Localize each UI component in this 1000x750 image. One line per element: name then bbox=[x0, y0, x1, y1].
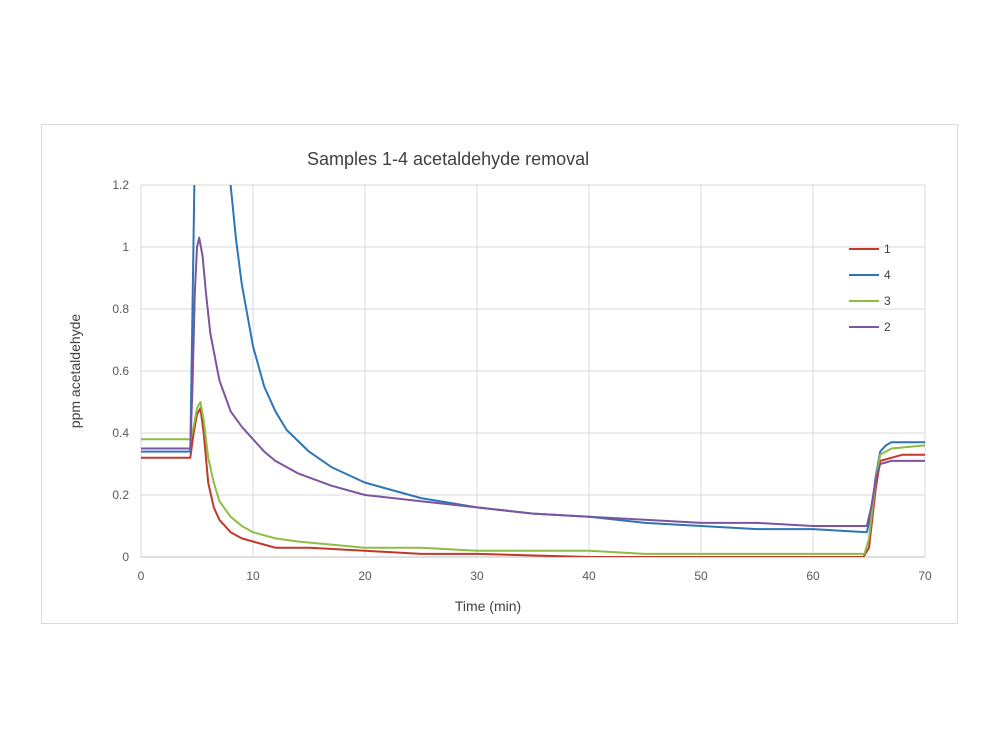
x-tick-label: 20 bbox=[358, 569, 372, 583]
x-tick-label: 10 bbox=[246, 569, 260, 583]
line-chart: Samples 1-4 acetaldehyde removal 0 0.2 0.4… bbox=[67, 149, 932, 614]
x-tick-label: 40 bbox=[582, 569, 596, 583]
series-line-1 bbox=[141, 407, 925, 557]
y-axis-ticks: 0 0.2 0.4 0.6 0.8 1 1.2 bbox=[112, 178, 129, 564]
y-tick-label: 0.2 bbox=[112, 488, 129, 502]
y-axis-label: ppm acetaldehyde bbox=[67, 314, 83, 429]
x-tick-label: 30 bbox=[470, 569, 484, 583]
chart-title: Samples 1-4 acetaldehyde removal bbox=[307, 149, 589, 169]
series-lines bbox=[141, 185, 925, 557]
x-axis-label: Time (min) bbox=[455, 598, 521, 614]
gridlines bbox=[140, 184, 926, 558]
y-tick-label: 0 bbox=[122, 550, 129, 564]
chart-frame: Samples 1-4 acetaldehyde removal 0 0.2 0.4… bbox=[41, 124, 958, 624]
x-tick-label: 50 bbox=[694, 569, 708, 583]
y-tick-label: 0.6 bbox=[112, 364, 129, 378]
y-tick-label: 1.2 bbox=[112, 178, 129, 192]
series-line-3 bbox=[141, 401, 925, 555]
legend-label-4: 4 bbox=[884, 268, 891, 282]
legend-label-3: 3 bbox=[884, 294, 891, 308]
y-tick-label: 0.8 bbox=[112, 302, 129, 316]
legend-label-1: 1 bbox=[884, 242, 891, 256]
x-axis-ticks: 0 10 20 30 40 50 60 70 bbox=[138, 569, 932, 583]
y-tick-label: 1 bbox=[122, 240, 129, 254]
y-tick-label: 0.4 bbox=[112, 426, 129, 440]
series-line-2 bbox=[141, 236, 925, 527]
legend-label-2: 2 bbox=[884, 320, 891, 334]
series-line-4 bbox=[141, 185, 925, 534]
x-tick-label: 70 bbox=[918, 569, 932, 583]
x-tick-label: 60 bbox=[806, 569, 820, 583]
legend: 1 4 3 2 bbox=[849, 242, 891, 334]
x-tick-label: 0 bbox=[138, 569, 145, 583]
